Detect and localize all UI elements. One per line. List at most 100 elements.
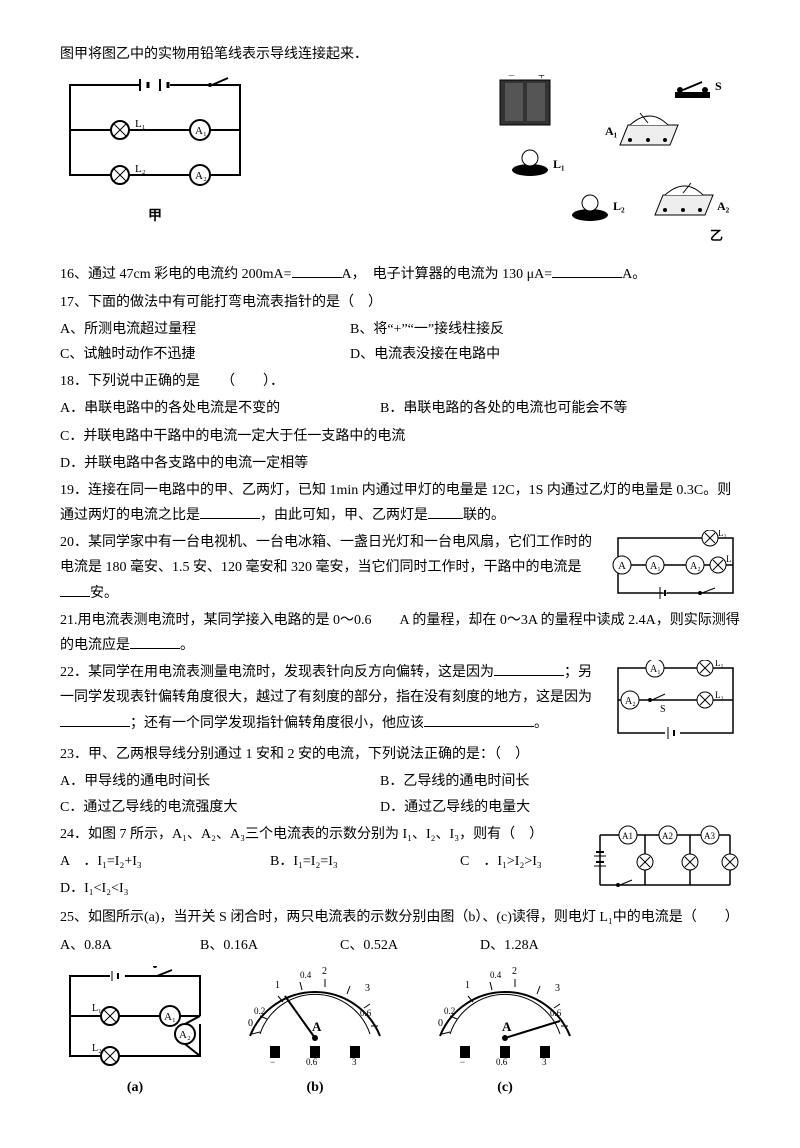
svg-text:A: A <box>502 1019 512 1034</box>
svg-text:0.6: 0.6 <box>496 1057 508 1066</box>
q16-p3: A。 <box>622 267 646 282</box>
svg-text:L₁: L₁ <box>92 1003 102 1014</box>
fig-caption-yi: 乙 <box>710 228 723 243</box>
label-a: (a) <box>60 1075 210 1100</box>
q19: 19．连接在同一电路中的甲、乙两灯，已知 1min 内通过甲灯的电量是 12C，… <box>60 478 740 528</box>
svg-text:A₂: A₂ <box>179 1029 191 1041</box>
q16: 16、通过 47cm 彩电的电流约 200mA= A， 电子计算器的电流为 130… <box>60 262 740 287</box>
svg-text:2: 2 <box>512 966 517 977</box>
q24-b: B．I₁=I₂=I₃ <box>270 849 430 874</box>
q20-p1: 20．某同学家中有一台电视机、一台电冰箱、一盏日光灯和一台电风扇，它们工作时的电… <box>60 535 592 575</box>
svg-text:2: 2 <box>322 966 327 977</box>
q24-c: C ．I₁>I₂>I₃ <box>460 849 542 874</box>
svg-text:L₂: L₂ <box>92 1043 102 1054</box>
svg-text:L₁: L₁ <box>553 157 565 171</box>
svg-text:A₁: A₁ <box>164 1011 176 1023</box>
ammeter-b: 0 1 2 3 0.2 0.4 0.6 A − 0.6 3 <box>230 966 400 1066</box>
label-b: (b) <box>230 1075 400 1100</box>
q25-stem: 25、如图所示(a)，当开关 S 闭合时，两只电流表的示数分别由图（b）、(c)… <box>60 905 740 930</box>
q17-b: B、将“+”“一”接线柱接反 <box>350 317 504 342</box>
q23-stem: 23．甲、乙两根导线分别通过 1 安和 2 安的电流，下列说法正确的是：（ ） <box>60 742 740 767</box>
q18-c: C．并联电路中干路中的电流一定大于任一支路中的电流 <box>60 424 740 449</box>
svg-text:0.6: 0.6 <box>306 1057 318 1066</box>
svg-text:1: 1 <box>275 980 280 991</box>
svg-text:3: 3 <box>352 1057 357 1066</box>
circuit-q22: A₁ L₁ S L₂ A₂ <box>610 660 740 740</box>
q23-b: B．乙导线的通电时间长 <box>380 769 529 794</box>
svg-text:−: − <box>508 75 515 82</box>
svg-text:0: 0 <box>248 1018 253 1029</box>
label-c: (c) <box>420 1075 590 1100</box>
q25-figures: L₁ A₁ L₂ A₂ (a) 0 1 2 3 0.2 0.4 <box>60 966 740 1100</box>
svg-text:0.6: 0.6 <box>550 1008 562 1018</box>
svg-text:1: 1 <box>465 980 470 991</box>
q22-p4: 。 <box>534 716 548 731</box>
svg-text:0.6: 0.6 <box>360 1008 372 1018</box>
q21: 21.用电流表测电流时，某同学接入电路的是 0～0.6 A 的量程，却在 0～3… <box>60 608 740 658</box>
q25-a: A、0.8A <box>60 933 170 958</box>
svg-text:L₂: L₂ <box>613 199 625 213</box>
svg-text:+: + <box>538 75 545 82</box>
figure-row-top: L₁ A₁ L₂ A₂ 甲 − + S <box>60 75 740 254</box>
svg-text:A₁: A₁ <box>605 124 618 138</box>
svg-text:0: 0 <box>438 1018 443 1029</box>
svg-text:L₂: L₂ <box>135 163 146 175</box>
q17-a: A、所测电流超过量程 <box>60 317 320 342</box>
q25-c: C、0.52A <box>340 933 450 958</box>
q23-a: A．甲导线的通电时间长 <box>60 769 350 794</box>
q25-d: D、1.28A <box>480 933 539 958</box>
q17-stem: 17、下面的做法中有可能打弯电流表指针的是（ ） <box>60 290 740 315</box>
q25-b: B、0.16A <box>200 933 310 958</box>
svg-text:A: A <box>618 560 626 572</box>
svg-text:−: − <box>460 1057 465 1066</box>
svg-text:L₁: L₁ <box>135 118 146 130</box>
svg-text:L₁: L₁ <box>715 660 724 668</box>
svg-text:L₂: L₂ <box>715 690 724 700</box>
svg-text:A₂: A₂ <box>625 696 636 707</box>
q19-p3: 联的。 <box>463 508 505 523</box>
fig-caption-jia: 甲 <box>60 204 250 229</box>
svg-text:A2: A2 <box>662 831 673 841</box>
svg-text:3: 3 <box>365 983 370 994</box>
q19-p2: ，由此可知，甲、乙两灯是 <box>260 508 428 523</box>
svg-text:A: A <box>312 1019 322 1034</box>
q24-a: A ．I₁=I₂+I₃ <box>60 849 240 874</box>
q18-d: D．并联电路中各支路中的电流一定相等 <box>60 451 740 476</box>
q18-a: A．串联电路中的各处电流是不变的 <box>60 396 350 421</box>
circuit-q25a: L₁ A₁ L₂ A₂ <box>60 966 210 1066</box>
q16-p2: A， 电子计算器的电流为 130 μA= <box>342 267 553 282</box>
svg-text:A3: A3 <box>704 831 715 841</box>
svg-text:A1: A1 <box>622 831 633 841</box>
q18-stem: 18．下列说中正确的是 （ ）． <box>60 369 740 394</box>
svg-text:0.4: 0.4 <box>490 970 502 980</box>
svg-text:S: S <box>660 704 666 715</box>
q23-c: C．通过乙导线的电流强度大 <box>60 795 350 820</box>
svg-text:3: 3 <box>542 1057 547 1066</box>
q22-p1: 22．某同学在用电流表测量电流时，发现表针向反方向偏转，这是因为 <box>60 665 494 680</box>
ammeter-c: 0 1 2 3 0.2 0.4 0.6 A − 0.6 3 <box>420 966 590 1066</box>
svg-text:L₂: L₂ <box>718 530 727 538</box>
svg-text:A₂: A₂ <box>717 199 730 213</box>
q22-p3: ；还有一个同学发现指针偏转角度很小，他应该 <box>130 716 424 731</box>
circuit-diagram-jia: L₁ A₁ L₂ A₂ <box>60 75 250 195</box>
svg-text:L₁: L₁ <box>726 554 735 564</box>
svg-text:0.2: 0.2 <box>444 1006 455 1016</box>
svg-text:A₂: A₂ <box>690 561 701 572</box>
svg-text:−: − <box>270 1057 275 1066</box>
q16-p1: 16、通过 47cm 彩电的电流约 200mA= <box>60 267 292 282</box>
svg-text:A₁: A₁ <box>650 561 661 572</box>
svg-text:3: 3 <box>555 983 560 994</box>
q18-b: B．串联电路的各处的电流也可能会不等 <box>380 396 627 421</box>
circuit-q20: L₂ A₁ A₂ L₁ A <box>610 530 740 600</box>
svg-text:A₁: A₁ <box>195 125 207 137</box>
q23-d: D．通过乙导线的电量大 <box>380 795 530 820</box>
svg-text:0.2: 0.2 <box>254 1006 265 1016</box>
svg-text:S: S <box>715 79 722 93</box>
circuit-q24: A1 A2 A3 <box>590 820 740 900</box>
q17-d: D、电流表没接在电路中 <box>350 342 500 367</box>
svg-text:0.4: 0.4 <box>300 970 312 980</box>
svg-text:A₁: A₁ <box>650 664 661 675</box>
q20-p2: 安。 <box>90 586 118 601</box>
svg-text:A₂: A₂ <box>195 170 207 182</box>
q17-c: C、试触时动作不迅捷 <box>60 342 320 367</box>
